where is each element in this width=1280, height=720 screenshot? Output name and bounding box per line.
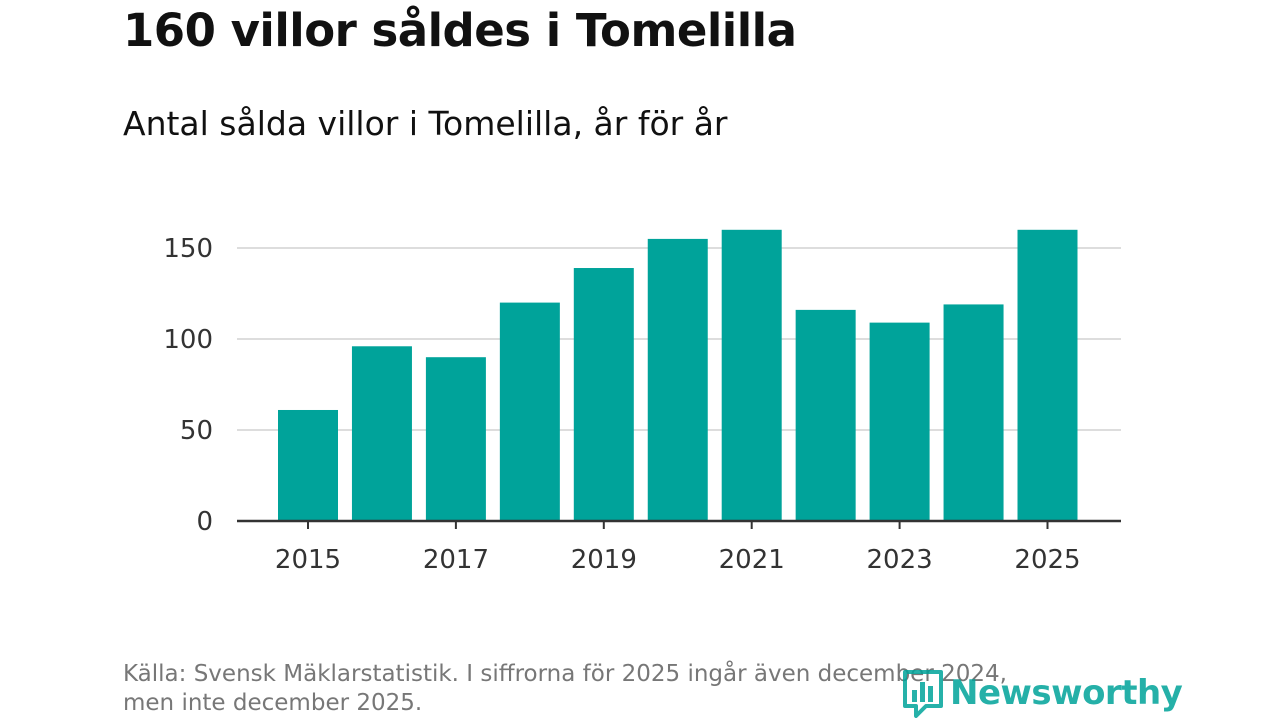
bar-2025 [1017, 229, 1078, 522]
source-line-2: men inte december 2025. [123, 690, 423, 716]
bar-2017 [425, 357, 486, 521]
bar-2015 [278, 409, 338, 521]
x-tick-label: 2023 [867, 545, 933, 575]
x-tick-label: 2017 [423, 545, 489, 575]
y-axis-labels: 0 50 100 150 [163, 234, 213, 537]
bar-2016 [351, 346, 412, 521]
chart-subtitle: Antal sålda villor i Tomelilla, år för å… [123, 104, 728, 143]
x-tick-label: 2015 [275, 545, 341, 575]
x-axis [237, 519, 1121, 529]
bars [278, 229, 1078, 522]
x-tick-label: 2019 [571, 545, 637, 575]
bar-2023 [869, 322, 930, 521]
newsworthy-logo: Newsworthy [902, 668, 1183, 718]
y-tick-label: 100 [163, 325, 213, 355]
bar-2022 [795, 309, 856, 521]
bar-2018 [499, 302, 560, 521]
bar-chart: 0 50 100 150 2015 2017 2019 2021 2023 2025 [163, 229, 1121, 575]
bar-2024 [943, 304, 1004, 521]
x-tick-label: 2025 [1014, 545, 1080, 575]
y-tick-label: 0 [196, 507, 213, 537]
logo-text: Newsworthy [950, 673, 1183, 713]
bar-chart-icon [903, 670, 943, 718]
bar-2020 [647, 238, 708, 521]
x-tick-label: 2021 [719, 545, 785, 575]
y-tick-label: 50 [180, 416, 213, 446]
bar-2021 [721, 229, 782, 522]
source-line-1: Källa: Svensk Mäklarstatistik. I siffror… [123, 661, 1007, 687]
source-note: Källa: Svensk Mäklarstatistik. I siffror… [123, 660, 1123, 718]
y-tick-label: 150 [163, 234, 213, 264]
chart-title: 160 villor såldes i Tomelilla [123, 4, 797, 57]
x-axis-labels: 2015 2017 2019 2021 2023 2025 [275, 545, 1081, 575]
bar-2019 [573, 268, 634, 521]
